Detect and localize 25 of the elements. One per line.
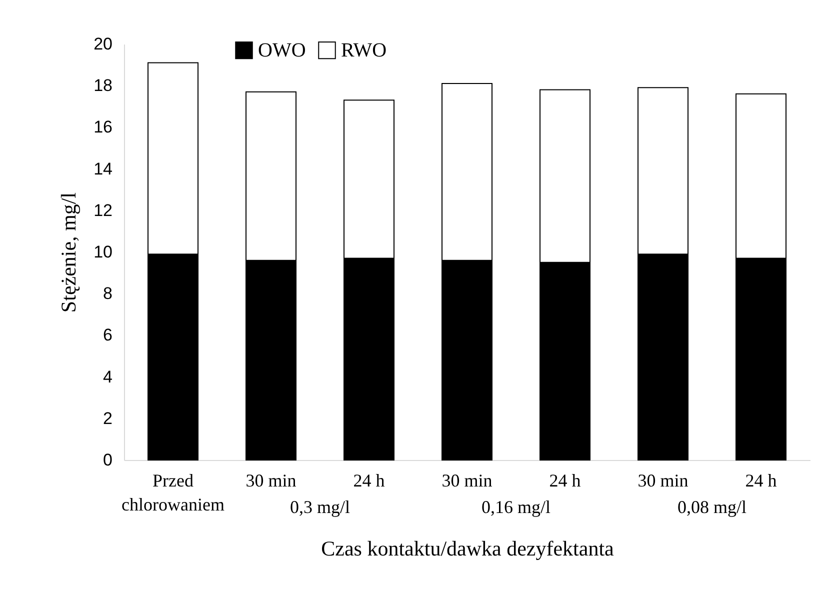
y-tick-label: 4: [103, 367, 112, 386]
x-tick-label: 30 min: [246, 470, 296, 490]
x-tick-label: 30 min: [638, 470, 688, 490]
y-tick-label: 6: [103, 326, 112, 345]
x-tick-label: 30 min: [442, 470, 492, 490]
y-tick-label: 0: [103, 450, 112, 470]
y-tick-label: 18: [94, 76, 112, 96]
text: 0,16 mg/l: [481, 497, 551, 517]
x-tick-label: Przed chlorowaniem: [122, 470, 224, 514]
y-tick-label: 12: [94, 200, 112, 220]
y-tick-label: 2: [103, 408, 112, 428]
x-tick-label: 24 h: [745, 470, 777, 490]
legend-label: OWO: [258, 39, 306, 62]
legend-label: RWO: [341, 39, 387, 62]
y-tick-label: 16: [94, 118, 112, 137]
x-tick-label: 24 h: [549, 470, 581, 490]
y-tick-label: 8: [103, 284, 112, 304]
y-tick-label: 14: [94, 159, 112, 178]
text: 0,08 mg/l: [677, 497, 747, 517]
y-tick-label: 10: [94, 242, 112, 262]
y-axis-title: Stężenie, mg/l: [56, 192, 81, 313]
x-tick-label: 24 h: [353, 470, 385, 490]
text: 0,3 mg/l: [290, 497, 350, 517]
y-tick-label: 20: [94, 34, 112, 54]
x-axis-title: Czas kontaktu/dawka dezyfektanta: [321, 536, 615, 560]
